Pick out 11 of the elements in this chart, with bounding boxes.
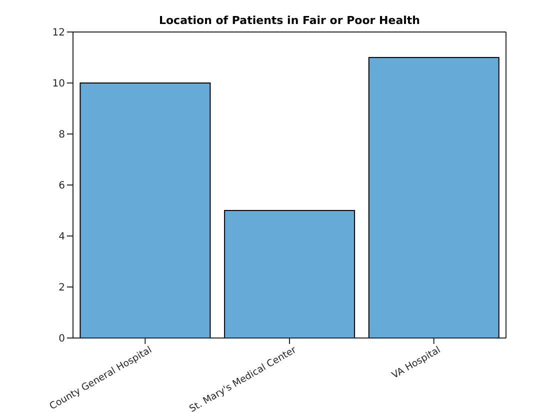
y-tick-label: 6 [58, 180, 65, 192]
bar [224, 210, 356, 338]
y-tick-label: 0 [58, 334, 65, 345]
bar [368, 57, 500, 338]
y-tick-label: 8 [58, 130, 65, 141]
y-tick-label: 2 [58, 282, 65, 294]
y-tick-label: 10 [52, 78, 65, 90]
y-tick-label: 4 [58, 232, 65, 243]
bar [80, 82, 211, 338]
y-tick-label: 12 [52, 28, 65, 39]
chart-title: Location of Patients in Fair or Poor Health [158, 14, 421, 27]
